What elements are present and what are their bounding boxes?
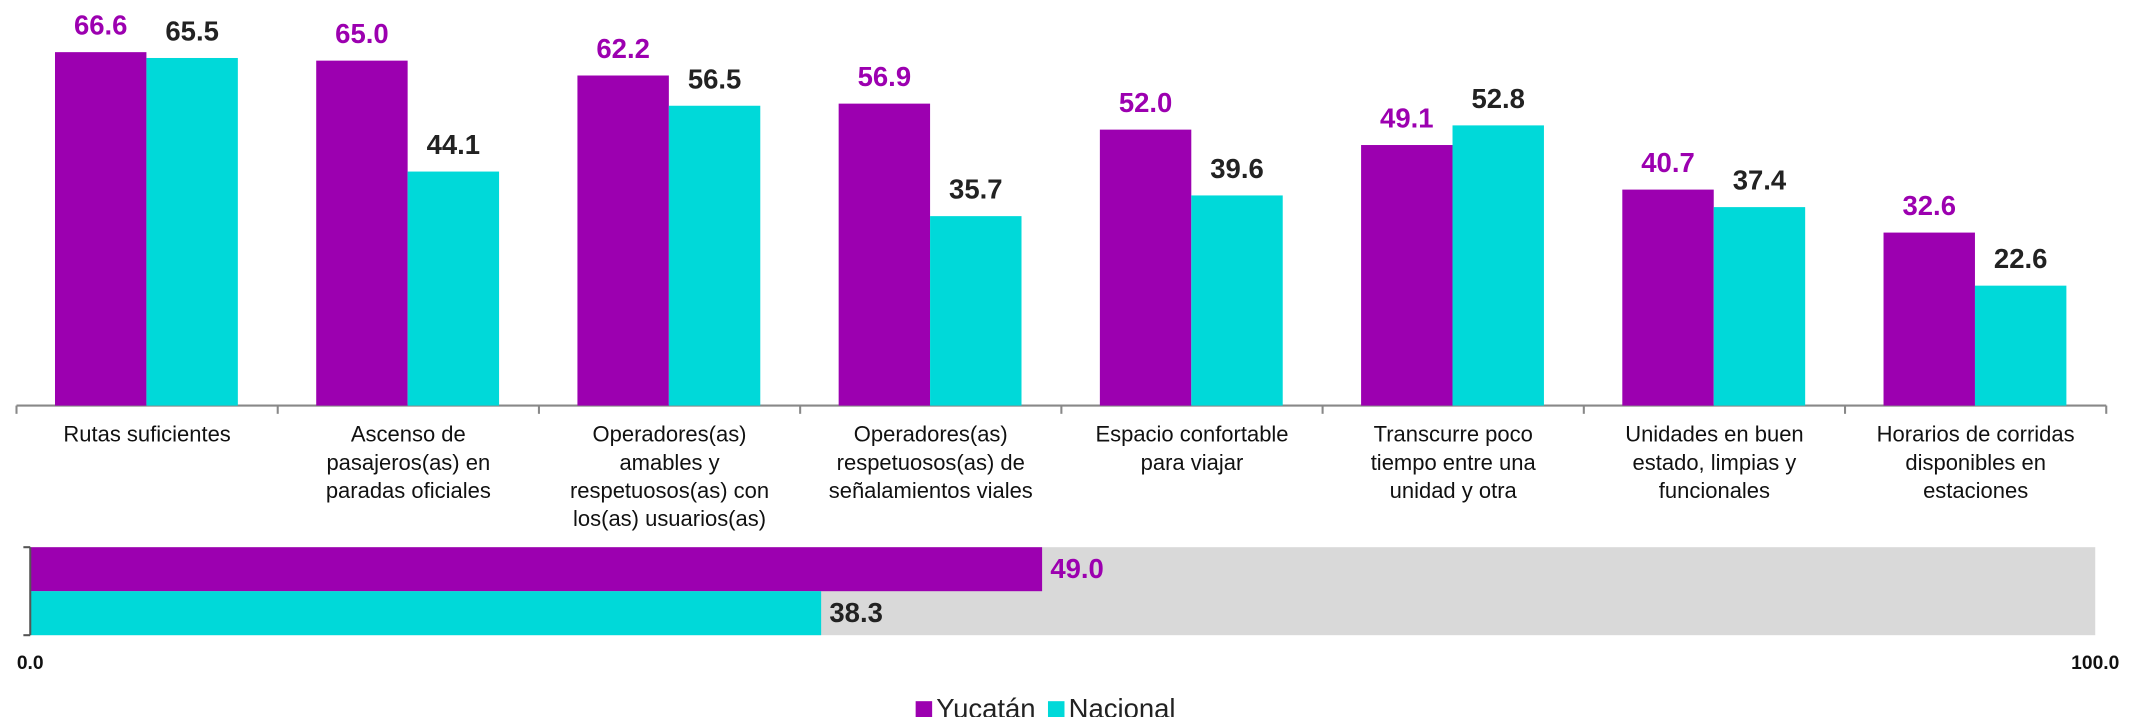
x-tick-label: respetuosos(as) con (570, 478, 769, 503)
bar (1191, 195, 1283, 406)
x-tick-label: tiempo entre una (1371, 450, 1537, 475)
x-tick-label: 100.0 (2071, 653, 2119, 674)
legend-label: Nacional (1069, 693, 1176, 717)
bar (407, 171, 500, 406)
bar (30, 591, 822, 636)
value-label: 49.1 (1380, 103, 1434, 134)
value-label: 39.6 (1210, 153, 1264, 184)
x-tick-label: pasajeros(as) en (326, 450, 490, 475)
value-label: 40.7 (1641, 147, 1695, 178)
value-label: 49.0 (1050, 553, 1104, 584)
x-tick-label: respetuosos(as) de (837, 450, 1025, 475)
x-tick-label: Operadores(as) (854, 422, 1008, 447)
value-label: 32.6 (1902, 190, 1956, 221)
value-label: 65.5 (165, 16, 219, 47)
x-tick-label: estado, limpias y (1633, 450, 1797, 475)
value-label: 52.0 (1119, 87, 1173, 118)
value-label: 35.7 (949, 174, 1003, 205)
value-label: 38.3 (829, 597, 883, 628)
bar (30, 547, 1043, 592)
bar (54, 52, 147, 406)
bar (146, 57, 238, 406)
value-label: 65.0 (335, 18, 389, 49)
bar (1974, 285, 2067, 406)
x-tick-label: Espacio confortable (1095, 422, 1288, 447)
value-label: 37.4 (1733, 165, 1787, 196)
bar (577, 75, 669, 406)
x-tick-label: Transcurre poco (1374, 422, 1533, 447)
x-tick-label: Unidades en buen (1625, 422, 1803, 447)
bar (930, 216, 1022, 406)
bar (1452, 125, 1544, 406)
x-tick-label: Ascenso de (351, 422, 466, 447)
bar (668, 105, 761, 406)
value-label: 56.5 (688, 63, 742, 94)
x-tick-label: para viajar (1141, 450, 1244, 475)
bar (1622, 189, 1714, 406)
x-tick-label: Horarios de corridas (1877, 422, 2075, 447)
value-label: 66.6 (74, 10, 128, 41)
bar (838, 103, 931, 406)
x-tick-label: disponibles en (1905, 450, 2046, 475)
legend-label: Yucatán (936, 693, 1035, 717)
x-tick-label: unidad y otra (1390, 478, 1518, 503)
legend-swatch (1047, 701, 1065, 717)
x-tick-label: paradas oficiales (326, 478, 491, 503)
x-tick-label: amables y (619, 450, 719, 475)
x-tick-label: 0.0 (17, 653, 44, 674)
x-tick-label: funcionales (1659, 478, 1770, 503)
value-label: 52.8 (1471, 83, 1525, 114)
x-tick-label: Operadores(as) (593, 422, 747, 447)
bar (1361, 145, 1453, 406)
x-tick-label: estaciones (1923, 478, 2028, 503)
x-tick-label: Rutas suficientes (63, 422, 230, 447)
value-label: 44.1 (427, 129, 481, 160)
legend-swatch (915, 701, 933, 717)
value-label: 62.2 (596, 33, 650, 64)
bar (316, 60, 408, 406)
x-tick-label: señalamientos viales (829, 478, 1033, 503)
bar (1713, 207, 1806, 406)
value-label: 56.9 (858, 61, 911, 92)
bar (1099, 129, 1192, 406)
x-tick-label: los(as) usuarios(as) (573, 506, 766, 531)
value-label: 22.6 (1994, 243, 2048, 274)
bar (1883, 232, 1975, 406)
